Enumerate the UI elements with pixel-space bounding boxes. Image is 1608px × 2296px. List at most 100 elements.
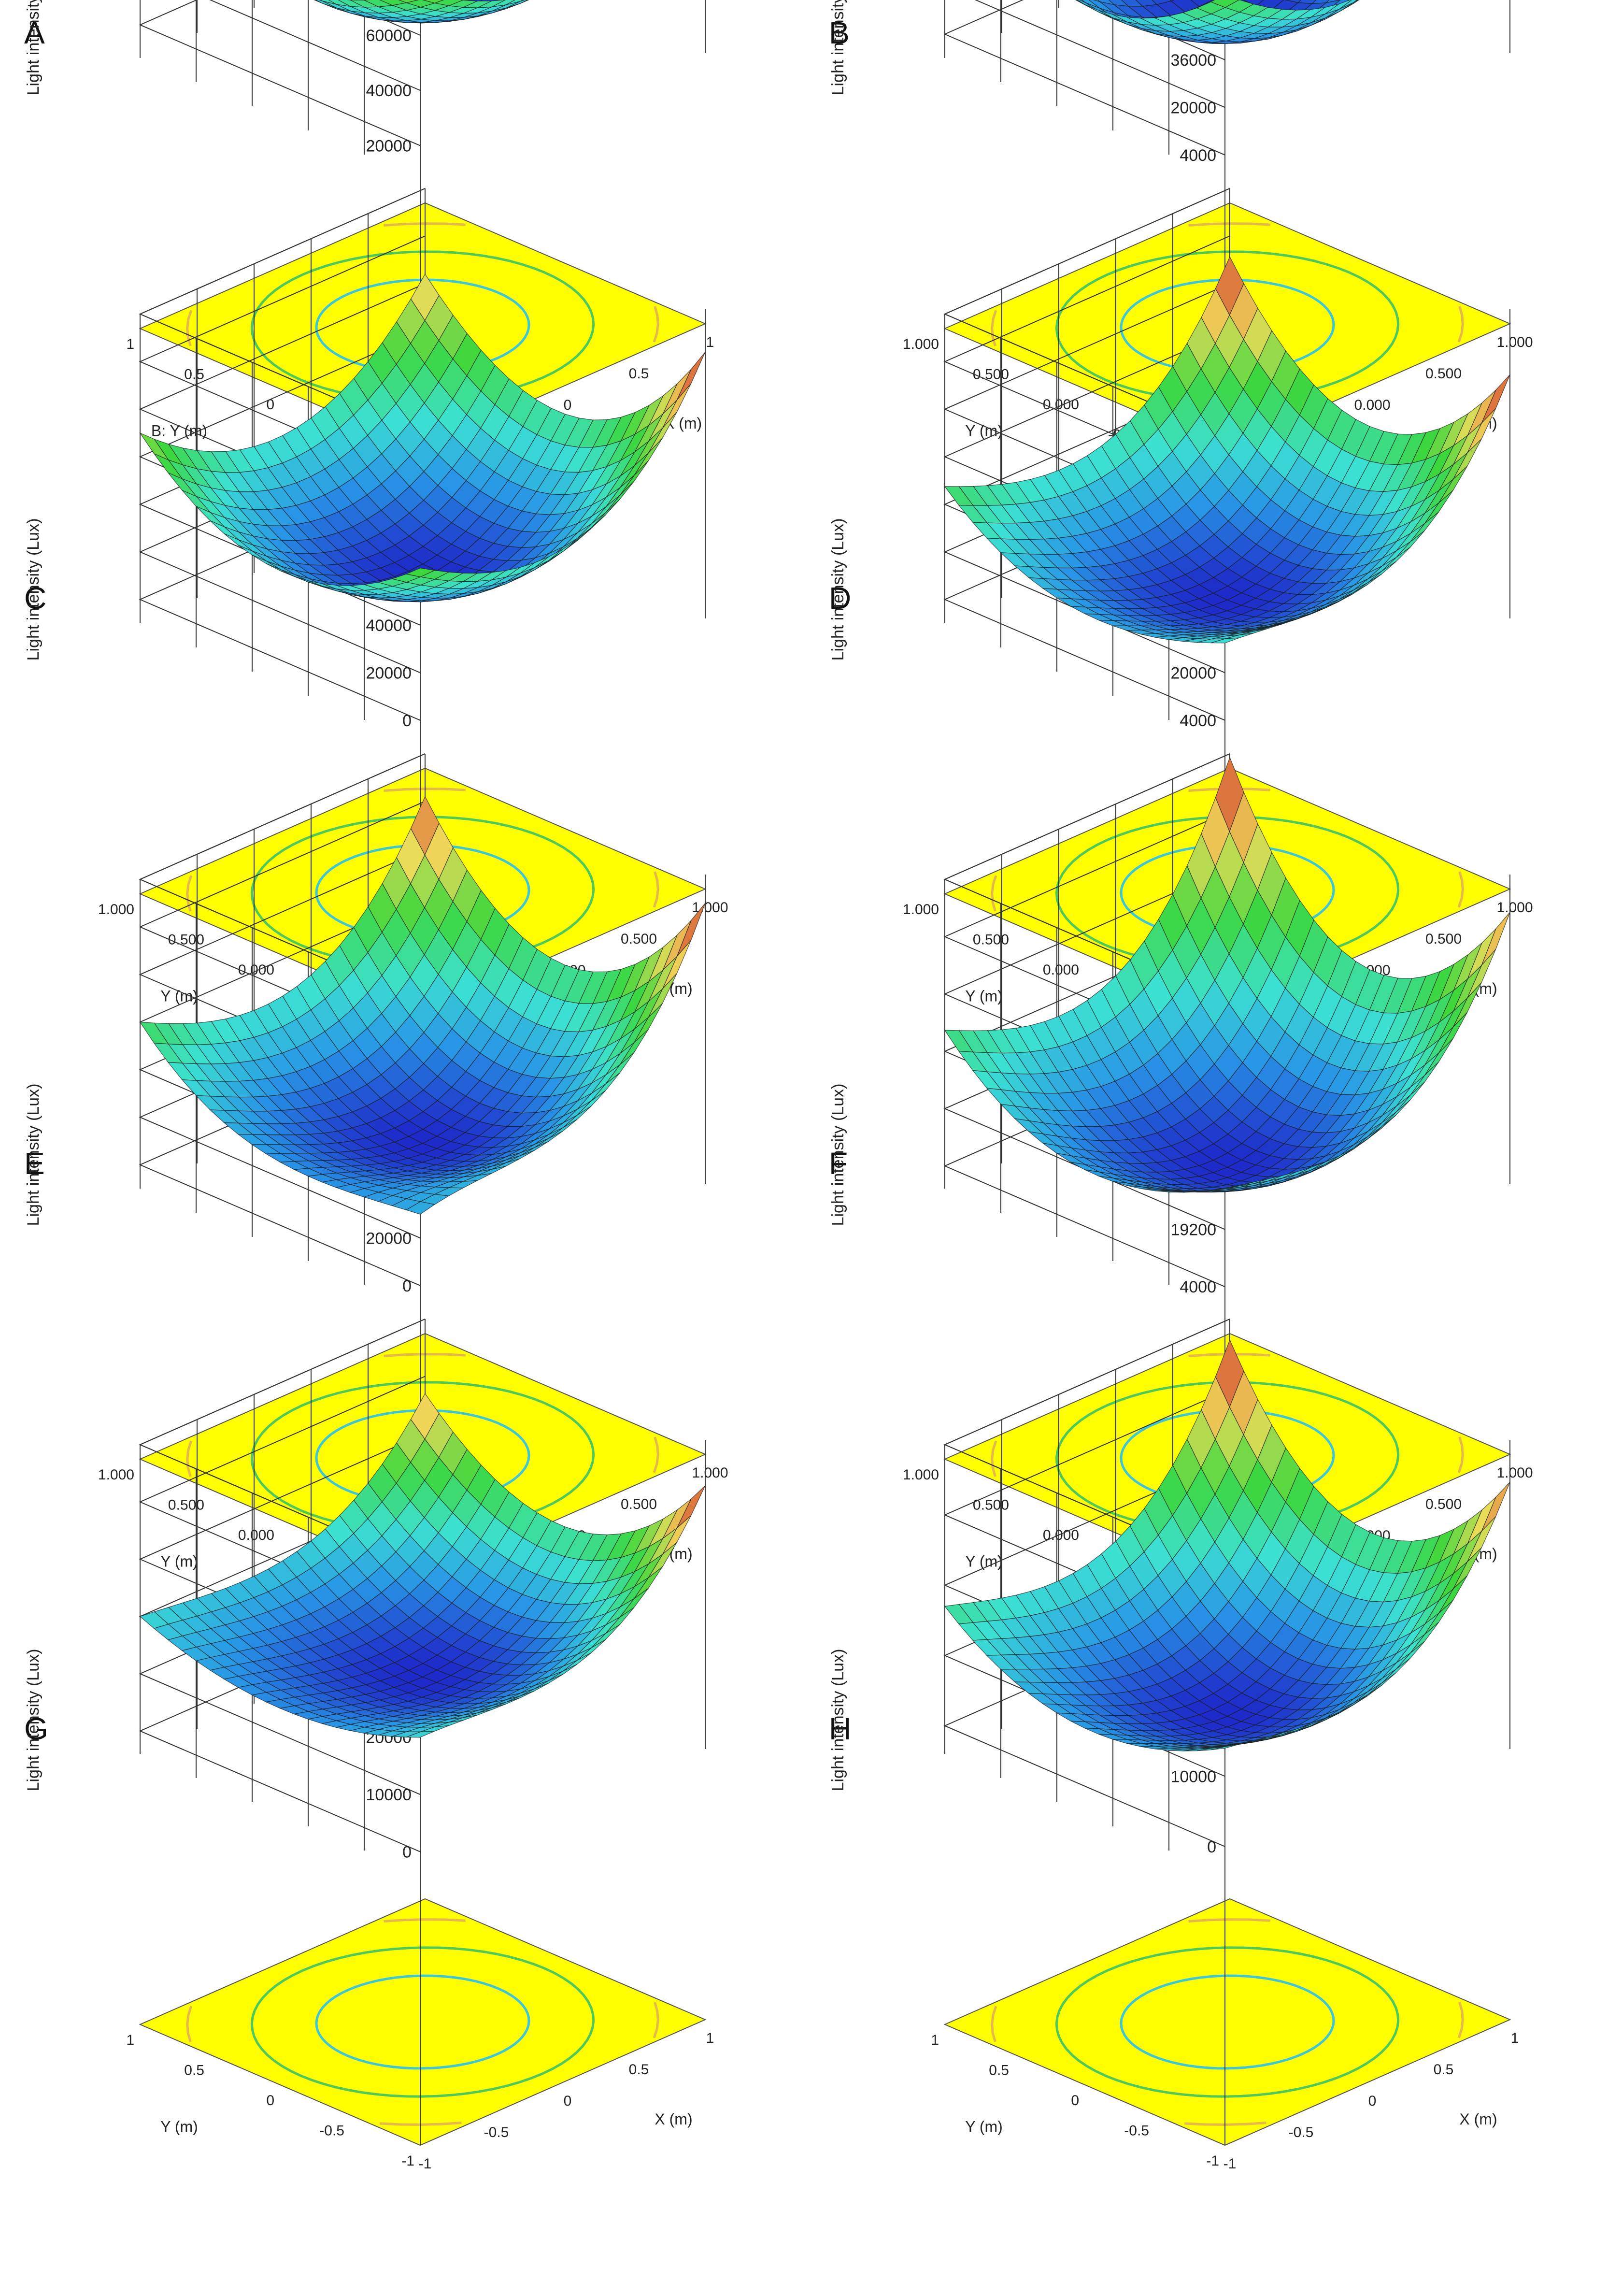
x-tick-label: 1.000: [692, 1465, 728, 1481]
contour-line: [1457, 871, 1464, 908]
z-tick-label: 10000: [1170, 1767, 1216, 1786]
y-tick-label: 0.500: [168, 1497, 204, 1513]
z-tick-label: 40000: [366, 617, 412, 635]
y-tick-label: 1.000: [98, 1467, 134, 1483]
x-tick-label: 1: [706, 334, 714, 350]
contour-line: [250, 816, 595, 967]
contour-line: [1120, 278, 1335, 374]
y-tick-label: -0.5: [319, 2123, 344, 2139]
x-tick-label: 0.500: [1425, 1496, 1462, 1512]
response-surface: [944, 1339, 1510, 1751]
wall-edge: [139, 188, 426, 435]
wall-grid-line: [209, 0, 421, 91]
contour-line: [250, 250, 595, 402]
z-axis-label: Light intensity (Lux): [829, 1649, 847, 1792]
surface-cell: [1210, 0, 1239, 8]
panel-label: C: [24, 581, 46, 616]
z-axis-label: Light intensity (Lux): [829, 1084, 847, 1226]
floor-plane: [943, 1898, 1511, 2146]
x-tick-label: 0.5: [629, 2062, 649, 2078]
y-axis-label: Y (m): [965, 1553, 1003, 1570]
surface-cell: [318, 0, 323, 1]
panel-label: E: [24, 1146, 45, 1181]
panel-label: F: [829, 1146, 848, 1181]
z-axis-label: Light intensity (Lux): [829, 518, 847, 661]
x-tick-label: 0: [564, 2093, 572, 2109]
contour-line: [653, 1436, 659, 1473]
z-axis-label: Light intensity (Lux): [24, 0, 43, 95]
panel-label: D: [829, 581, 851, 616]
y-tick-label: 0.5: [989, 2063, 1009, 2079]
x-tick-label: 0.500: [621, 1496, 657, 1512]
y-axis-label: Y (m): [160, 2118, 198, 2136]
contour-line: [1120, 1974, 1335, 2070]
surface-cell: [398, 0, 419, 3]
response-surface: [139, 273, 706, 603]
y-axis-label: Y (m): [965, 422, 1003, 440]
z-tick-label: 40000: [366, 82, 412, 100]
panel-d: D40002000036000520006800084000100000Ligh…: [829, 188, 1533, 1041]
y-tick-label: 0.000: [1043, 397, 1079, 413]
surface-cell: [405, 568, 436, 577]
y-tick-label: 0.500: [973, 1497, 1009, 1513]
y-axis-label: Y (m): [965, 2118, 1003, 2136]
panel-label: G: [24, 1711, 48, 1746]
x-tick-label: -0.5: [1289, 2124, 1314, 2140]
contour-line: [1457, 2002, 1464, 2038]
surface-cell: [1210, 1744, 1239, 1751]
y-tick-label: 0.000: [238, 962, 274, 978]
response-surface: [944, 757, 1510, 1193]
y-tick-label: -1: [1206, 2153, 1219, 2169]
wall-grid-line: [974, 0, 1225, 108]
x-tick-label: 1.000: [1496, 900, 1533, 916]
z-tick-label: 20000: [1170, 99, 1216, 117]
y-tick-label: 0.5: [184, 367, 204, 383]
x-tick-label: 1: [1511, 2030, 1519, 2046]
contour-floor: [139, 1898, 707, 2146]
contour-line: [250, 1946, 595, 2098]
y-tick-label: 0: [1071, 2093, 1079, 2109]
contour-line: [1188, 1918, 1270, 1923]
z-tick-label: 0: [402, 712, 412, 730]
z-tick-label: 19200: [1170, 1221, 1216, 1239]
contour-line: [186, 2006, 193, 2042]
z-axis-label: Light intensity (Lux): [24, 1649, 43, 1792]
contour-line: [1457, 306, 1464, 343]
x-tick-label: 0.5: [1434, 2062, 1454, 2078]
z-tick-label: 4000: [1180, 1278, 1216, 1296]
contour-line: [315, 1409, 530, 1505]
back-walls: [139, 0, 706, 179]
contour-line: [1055, 250, 1400, 402]
y-tick-label: 1.000: [98, 902, 134, 918]
surface-cell: [676, 903, 706, 957]
x-tick-label: 0.000: [1354, 397, 1390, 413]
x-tick-label: 0.5: [629, 366, 649, 382]
contour-line: [315, 844, 530, 939]
wall-edge: [139, 1319, 426, 1566]
y-tick-label: 1.000: [903, 1467, 939, 1483]
z-tick-label: 20000: [366, 664, 412, 682]
surface-cell: [422, 0, 444, 3]
contour-line: [250, 1381, 595, 1533]
wall-grid-line: [943, 0, 1225, 156]
y-axis-label: Y (m): [965, 988, 1003, 1005]
z-tick-label: 20000: [1170, 664, 1216, 682]
x-tick-label: 1: [706, 2030, 714, 2046]
y-tick-label: 0.500: [168, 932, 204, 948]
z-tick-label: 36000: [1170, 51, 1216, 70]
y-axis-label: B: Y (m): [151, 422, 207, 440]
surface-cell: [405, 1201, 436, 1215]
y-tick-label: 0.000: [238, 1527, 274, 1543]
y-tick-label: 0.500: [973, 367, 1009, 383]
y-tick-label: 1: [126, 336, 134, 352]
x-tick-label: -0.5: [484, 2124, 509, 2140]
z-axis-label: Light intensity (Lux): [829, 0, 847, 95]
z-tick-label: 60000: [366, 27, 412, 45]
contour-line: [991, 2006, 997, 2042]
y-tick-label: 1: [931, 2032, 939, 2048]
contour-line: [315, 1974, 530, 2070]
surface-cell: [406, 1731, 435, 1738]
x-tick-label: 1.000: [1496, 1465, 1533, 1481]
panel-label: B: [829, 15, 850, 50]
